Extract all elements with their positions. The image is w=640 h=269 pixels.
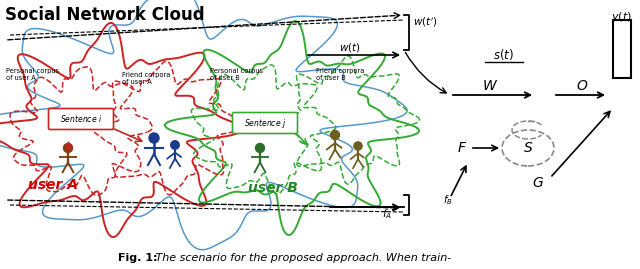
Text: user A: user A xyxy=(28,178,78,192)
Text: $y(t)$: $y(t)$ xyxy=(611,10,632,24)
Text: $s(t)$: $s(t)$ xyxy=(493,48,513,62)
Text: $w(t)$: $w(t)$ xyxy=(339,41,361,54)
Text: $w(t')$: $w(t')$ xyxy=(413,15,438,29)
FancyBboxPatch shape xyxy=(49,108,113,129)
Ellipse shape xyxy=(502,130,554,166)
Circle shape xyxy=(149,133,159,143)
Circle shape xyxy=(171,141,179,149)
Text: $S$: $S$ xyxy=(523,141,533,155)
Text: Fig. 1:: Fig. 1: xyxy=(118,253,157,263)
Text: Sentence $i$: Sentence $i$ xyxy=(60,114,102,125)
Circle shape xyxy=(330,130,339,140)
Circle shape xyxy=(354,142,362,150)
Text: $O$: $O$ xyxy=(576,79,588,93)
Text: $F$: $F$ xyxy=(457,141,467,155)
FancyBboxPatch shape xyxy=(232,112,298,133)
Text: Personal corpus
of user A: Personal corpus of user A xyxy=(6,68,59,81)
Circle shape xyxy=(63,143,72,153)
Text: Social Network Cloud: Social Network Cloud xyxy=(5,6,205,24)
Text: The scenario for the proposed approach. When train-: The scenario for the proposed approach. … xyxy=(152,253,451,263)
Text: $W$: $W$ xyxy=(482,79,498,93)
Text: user B: user B xyxy=(248,181,298,195)
Bar xyxy=(613,20,631,78)
Text: Sentence $j$: Sentence $j$ xyxy=(244,116,286,129)
Text: $G$: $G$ xyxy=(532,176,544,190)
Circle shape xyxy=(255,143,264,153)
Text: $f_A$: $f_A$ xyxy=(382,207,392,221)
Text: Friend corpora
of user B: Friend corpora of user B xyxy=(316,68,364,81)
Text: Personal corpus
of user B: Personal corpus of user B xyxy=(210,68,263,81)
Text: Friend corpora
of user A: Friend corpora of user A xyxy=(122,72,170,85)
Text: $f_B$: $f_B$ xyxy=(443,193,453,207)
